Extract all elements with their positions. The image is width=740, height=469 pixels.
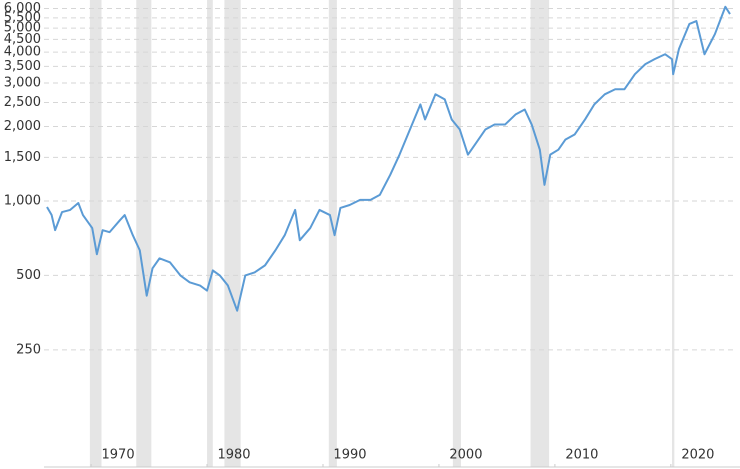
recession-band [89, 0, 102, 467]
recession-band [207, 0, 213, 467]
y-tick-label: 1,000 [4, 193, 41, 208]
x-tick-label: 2000 [449, 448, 482, 463]
x-tick-label: 1990 [333, 448, 366, 463]
y-tick-label: 5,500 [4, 10, 41, 25]
recession-band [452, 0, 461, 467]
x-tick-label: 2020 [681, 448, 714, 463]
y-tick-label: 500 [16, 268, 41, 283]
y-tick-label: 5,000 [4, 21, 41, 36]
recession-band [530, 0, 550, 467]
x-tick-label: 1980 [217, 448, 250, 463]
price-line [46, 5, 731, 312]
recession-band [328, 0, 337, 467]
y-tick-label: 2,500 [4, 95, 41, 110]
recession-band [136, 0, 152, 467]
x-tick-label: 2010 [565, 448, 598, 463]
recession-band [672, 0, 675, 467]
y-tick-label: 250 [16, 342, 41, 357]
recession-band [224, 0, 241, 467]
y-tick-label: 2,000 [4, 119, 41, 134]
x-tick-label: 1970 [102, 448, 135, 463]
y-tick-label: 4,500 [4, 32, 41, 47]
y-tick-label: 3,500 [4, 59, 41, 74]
y-tick-label: 6,000 [4, 1, 41, 16]
y-tick-label: 3,000 [4, 75, 41, 90]
y-tick-label: 1,500 [4, 150, 41, 165]
y-tick-label: 4,000 [4, 45, 41, 60]
